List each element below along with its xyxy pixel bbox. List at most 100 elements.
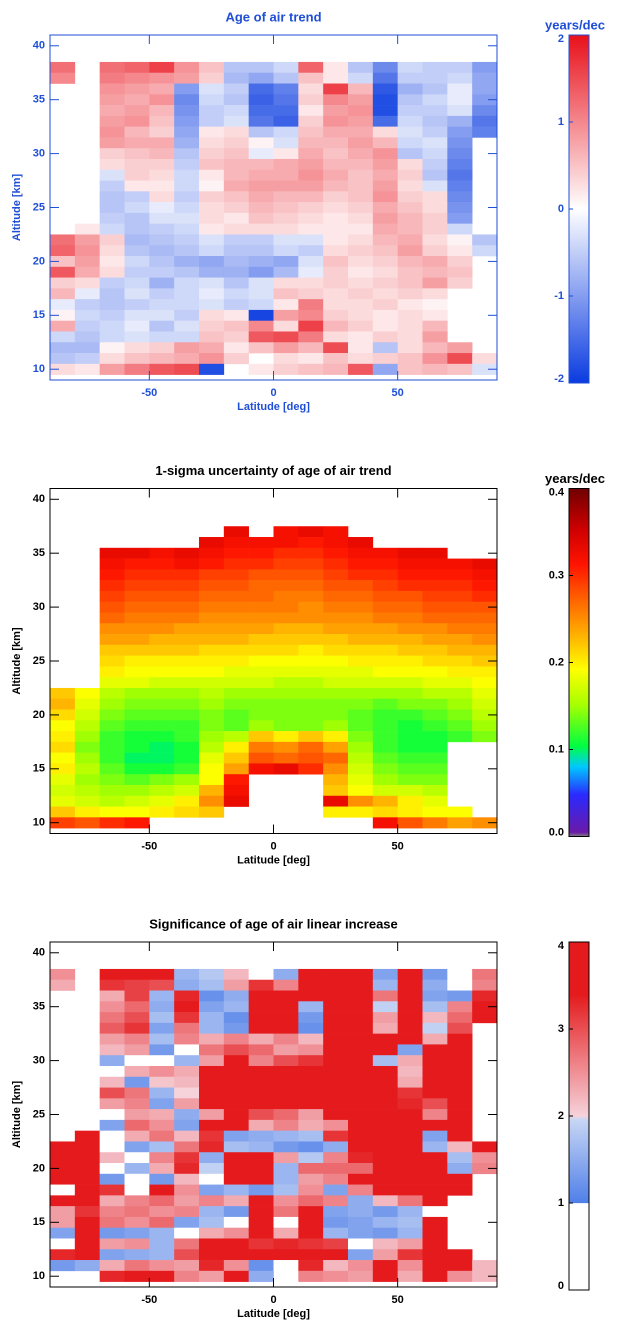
- heatmap-cell: [348, 309, 374, 322]
- heatmap-cell: [422, 202, 448, 214]
- heatmap-cell: [124, 979, 150, 991]
- heatmap-cell: [298, 331, 324, 343]
- heatmap-cell: [298, 720, 324, 732]
- heatmap-cell: [174, 245, 200, 257]
- heatmap-cell: [372, 277, 398, 289]
- heatmap-cell: [149, 331, 175, 343]
- heatmap-cell: [397, 245, 423, 257]
- heatmap-cell: [99, 634, 125, 646]
- heatmap-cell: [447, 731, 473, 743]
- heatmap-cell: [372, 342, 398, 354]
- heatmap-cell: [74, 1206, 100, 1218]
- heatmap-cell: [248, 1109, 274, 1121]
- heatmap-cell: [397, 126, 423, 138]
- heatmap-cell: [149, 137, 175, 149]
- heatmap-cell: [223, 299, 249, 311]
- heatmap-cell: [348, 644, 374, 656]
- heatmap-cell: [397, 331, 423, 343]
- heatmap-cell: [397, 655, 423, 667]
- heatmap-cell: [149, 795, 175, 807]
- heatmap-cell: [124, 806, 150, 818]
- heatmap-cell: [447, 212, 473, 224]
- heatmap-cell: [472, 601, 498, 613]
- heatmap-cell: [422, 990, 448, 1002]
- heatmap-cell: [124, 817, 150, 829]
- heatmap-cell: [323, 331, 349, 343]
- heatmap-cell: [298, 644, 324, 656]
- heatmap-cell: [372, 331, 398, 343]
- heatmap-cell: [74, 741, 100, 753]
- heatmap-cell: [124, 212, 150, 224]
- heatmap-cell: [223, 256, 249, 268]
- heatmap-cell: [348, 1022, 374, 1034]
- heatmap-cell: [223, 720, 249, 732]
- heatmap-cell: [323, 105, 349, 117]
- heatmap-cell: [124, 795, 150, 807]
- heatmap-cell: [199, 687, 225, 700]
- heatmap-cell: [422, 234, 448, 246]
- heatmap-cell: [248, 1022, 274, 1034]
- heatmap-cell: [149, 1098, 175, 1110]
- heatmap-cell: [323, 774, 349, 786]
- heatmap-cell: [149, 1249, 175, 1261]
- heatmap-cell: [323, 601, 349, 613]
- heatmap-cell: [447, 817, 473, 829]
- heatmap-cell: [174, 1227, 200, 1239]
- heatmap-cell: [348, 1055, 374, 1067]
- heatmap-cell: [298, 677, 324, 689]
- heatmap-cell: [298, 1033, 324, 1045]
- heatmap-cell: [422, 1163, 448, 1175]
- heatmap-cell: [273, 623, 299, 635]
- heatmap-cell: [50, 1227, 76, 1239]
- heatmap-cell: [50, 741, 76, 753]
- heatmap-cell: [99, 1022, 125, 1034]
- heatmap-cell: [99, 666, 125, 678]
- heatmap-cell: [273, 1033, 299, 1045]
- heatmap-cell: [372, 288, 398, 300]
- heatmap-cell: [74, 720, 100, 732]
- heatmap-cell: [372, 363, 398, 375]
- heatmap-cell: [223, 1012, 249, 1024]
- heatmap-cell: [447, 245, 473, 257]
- heatmap-cell: [223, 1044, 249, 1056]
- heatmap-cell: [348, 1216, 374, 1229]
- heatmap-cell: [124, 634, 150, 646]
- heatmap-cell: [348, 191, 374, 203]
- heatmap-cell: [397, 1249, 423, 1261]
- heatmap-cell: [397, 547, 423, 559]
- heatmap-cell: [422, 212, 448, 224]
- heatmap-cell: [323, 666, 349, 678]
- y-tick-label: 35: [33, 94, 45, 106]
- y-tick-label: 25: [33, 655, 45, 667]
- heatmap-cell: [223, 547, 249, 559]
- heatmap-cell: [447, 1065, 473, 1078]
- heatmap-cell: [199, 1130, 225, 1142]
- heatmap-cell: [248, 1270, 274, 1282]
- heatmap-cell: [273, 148, 299, 160]
- heatmap-cell: [149, 1109, 175, 1121]
- heatmap-cell: [99, 353, 125, 365]
- heatmap-cell: [372, 126, 398, 138]
- heatmap-cell: [149, 353, 175, 365]
- heatmap-cell: [74, 1227, 100, 1239]
- heatmap-cell: [323, 1206, 349, 1218]
- y-tick-label: 15: [33, 1216, 45, 1228]
- heatmap-cell: [74, 784, 100, 797]
- heatmap-cell: [174, 655, 200, 667]
- heatmap-cell: [447, 342, 473, 354]
- heatmap-cell: [199, 580, 225, 592]
- heatmap-cell: [298, 309, 324, 322]
- heatmap-cell: [323, 353, 349, 365]
- heatmap-cell: [273, 180, 299, 192]
- heatmap-cell: [397, 1098, 423, 1110]
- heatmap-cell: [422, 1076, 448, 1088]
- heatmap-cell: [199, 363, 225, 375]
- heatmap-cell: [298, 601, 324, 613]
- heatmap-cell: [124, 741, 150, 753]
- heatmap-cell: [298, 979, 324, 991]
- heatmap-cell: [422, 342, 448, 354]
- heatmap-cell: [74, 266, 100, 278]
- heatmap-cell: [149, 655, 175, 667]
- colorbar-tick-label: 0: [558, 203, 564, 215]
- heatmap-cell: [372, 623, 398, 635]
